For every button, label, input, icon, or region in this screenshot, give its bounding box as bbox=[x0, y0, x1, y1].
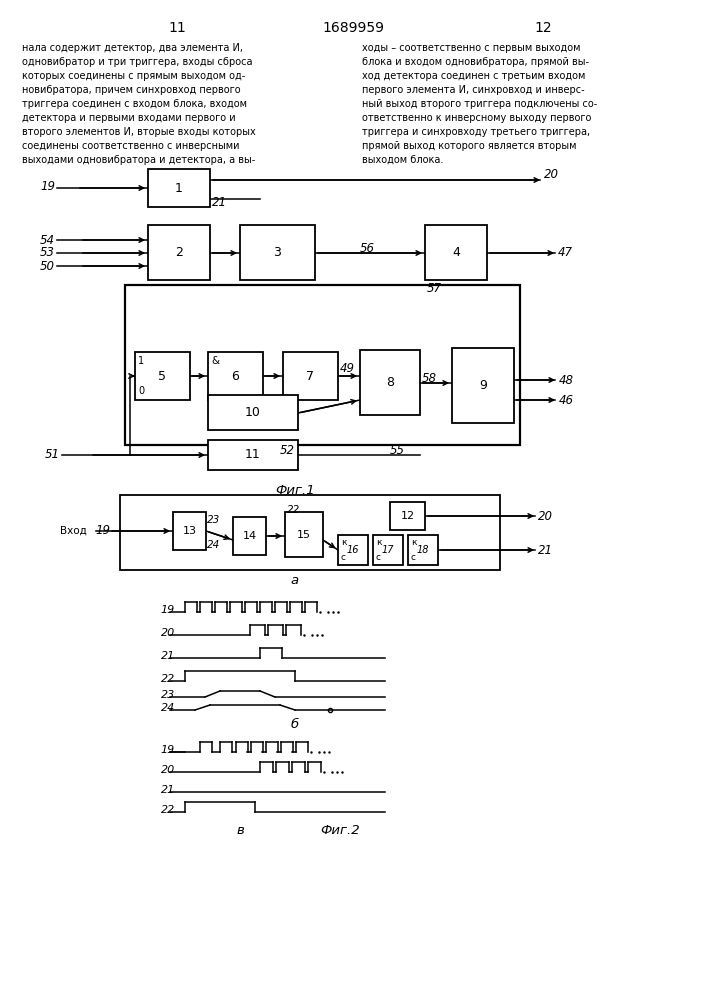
Bar bbox=[173, 512, 206, 550]
Bar bbox=[390, 502, 425, 530]
Bar bbox=[452, 348, 514, 423]
Text: 22: 22 bbox=[160, 674, 175, 684]
Text: 23: 23 bbox=[160, 690, 175, 700]
Text: 22: 22 bbox=[287, 505, 300, 515]
Bar bbox=[208, 352, 263, 400]
Text: Фиг.2: Фиг.2 bbox=[320, 824, 360, 836]
Text: 46: 46 bbox=[559, 393, 574, 406]
Text: с: с bbox=[341, 553, 346, 562]
Text: 48: 48 bbox=[559, 373, 574, 386]
Text: 58: 58 bbox=[422, 371, 437, 384]
Text: Вход: Вход bbox=[60, 526, 87, 536]
Text: 4: 4 bbox=[452, 246, 460, 259]
Text: 56: 56 bbox=[360, 241, 375, 254]
Text: в: в bbox=[236, 824, 244, 836]
Bar bbox=[240, 225, 315, 280]
Bar bbox=[408, 535, 438, 565]
Text: 20: 20 bbox=[160, 628, 175, 638]
Text: 53: 53 bbox=[40, 246, 55, 259]
Text: 1689959: 1689959 bbox=[322, 21, 384, 35]
Text: Фиг.1: Фиг.1 bbox=[275, 484, 315, 496]
Text: с: с bbox=[411, 553, 416, 562]
Bar bbox=[360, 350, 420, 415]
Bar bbox=[285, 512, 323, 557]
Bar bbox=[208, 395, 298, 430]
Text: 55: 55 bbox=[390, 444, 405, 458]
Text: 13: 13 bbox=[182, 526, 197, 536]
Text: 20: 20 bbox=[160, 765, 175, 775]
Text: 11: 11 bbox=[168, 21, 186, 35]
Text: 23: 23 bbox=[207, 515, 221, 525]
Bar bbox=[233, 517, 266, 555]
Text: 1: 1 bbox=[138, 356, 144, 366]
Text: 22: 22 bbox=[160, 805, 175, 815]
Text: 21: 21 bbox=[160, 651, 175, 661]
Text: 24: 24 bbox=[207, 540, 221, 550]
Text: 11: 11 bbox=[245, 448, 261, 462]
Text: 5: 5 bbox=[158, 369, 167, 382]
Text: 21: 21 bbox=[160, 785, 175, 795]
Bar bbox=[148, 225, 210, 280]
Bar bbox=[338, 535, 368, 565]
Text: 15: 15 bbox=[297, 530, 311, 540]
Bar bbox=[283, 352, 338, 400]
Text: 16: 16 bbox=[346, 545, 359, 555]
Text: 14: 14 bbox=[243, 531, 257, 541]
Bar bbox=[373, 535, 403, 565]
Text: б: б bbox=[291, 718, 299, 732]
Bar bbox=[120, 495, 500, 570]
Text: 54: 54 bbox=[40, 233, 55, 246]
Text: 19: 19 bbox=[40, 180, 55, 192]
Bar bbox=[208, 440, 298, 470]
Text: нала содержит детектор, два элемента И,
одновибратор и три триггера, входы сброс: нала содержит детектор, два элемента И, … bbox=[22, 43, 256, 165]
Text: 17: 17 bbox=[382, 545, 395, 555]
Text: 19: 19 bbox=[95, 524, 110, 538]
Text: 52: 52 bbox=[280, 444, 295, 458]
Text: 21: 21 bbox=[538, 544, 553, 556]
Text: 2: 2 bbox=[175, 246, 183, 259]
Text: 19: 19 bbox=[160, 605, 175, 615]
Text: 51: 51 bbox=[45, 448, 60, 462]
Text: 12: 12 bbox=[534, 21, 551, 35]
Text: к: к bbox=[376, 538, 382, 547]
Bar bbox=[125, 285, 520, 445]
Text: 9: 9 bbox=[479, 379, 487, 392]
Text: 49: 49 bbox=[340, 361, 355, 374]
Bar bbox=[135, 352, 190, 400]
Text: с: с bbox=[376, 553, 381, 562]
Text: 7: 7 bbox=[307, 369, 315, 382]
Text: к: к bbox=[411, 538, 416, 547]
Text: 12: 12 bbox=[400, 511, 414, 521]
Text: 10: 10 bbox=[245, 406, 261, 419]
Text: к: к bbox=[341, 538, 346, 547]
Text: 50: 50 bbox=[40, 259, 55, 272]
Text: 3: 3 bbox=[274, 246, 281, 259]
Text: 24: 24 bbox=[160, 703, 175, 713]
Text: 1: 1 bbox=[175, 182, 183, 194]
Bar bbox=[425, 225, 487, 280]
Text: ходы – соответственно с первым выходом
блока и входом одновибратора, прямой вы-
: ходы – соответственно с первым выходом б… bbox=[362, 43, 597, 165]
Text: 20: 20 bbox=[544, 168, 559, 182]
Text: а: а bbox=[291, 574, 299, 586]
Text: 0: 0 bbox=[138, 386, 144, 396]
Text: 20: 20 bbox=[538, 510, 553, 522]
Bar bbox=[148, 169, 210, 207]
Text: 19: 19 bbox=[160, 745, 175, 755]
Text: &: & bbox=[211, 356, 219, 366]
Text: 47: 47 bbox=[558, 246, 573, 259]
Text: 57: 57 bbox=[427, 282, 442, 295]
Text: 8: 8 bbox=[386, 376, 394, 389]
Text: 6: 6 bbox=[232, 369, 240, 382]
Text: 21: 21 bbox=[212, 196, 227, 210]
Text: 18: 18 bbox=[416, 545, 429, 555]
